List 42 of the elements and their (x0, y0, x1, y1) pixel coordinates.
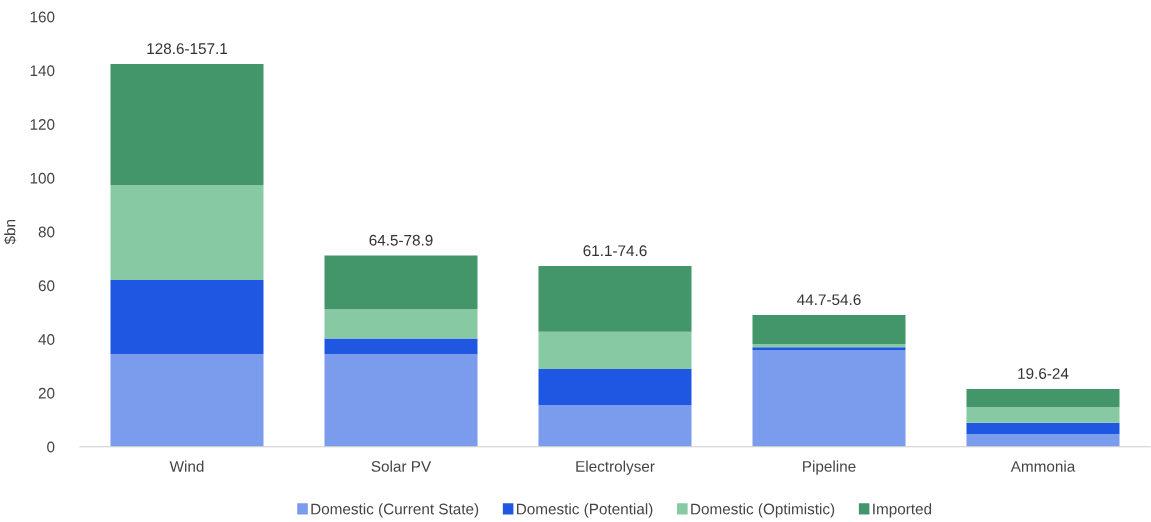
bar (752, 349, 906, 447)
total-label: 61.1-74.6 (583, 245, 647, 257)
x-tick-label: Pipeline (803, 460, 856, 475)
bar (966, 434, 1120, 447)
y-tick-label: 40 (38, 334, 55, 345)
x-tick-label: Electrolyser (576, 460, 655, 475)
bar (752, 315, 906, 345)
bar (110, 353, 264, 447)
legend-label: Imported (873, 503, 932, 518)
y-tick-label: 160 (30, 11, 55, 23)
total-label: 19.6-24 (1018, 368, 1069, 379)
bar (966, 422, 1120, 435)
y-tick-label: 0 (47, 441, 55, 453)
bar (966, 388, 1120, 408)
bar (538, 369, 692, 406)
bar (324, 255, 478, 310)
y-tick-label: 100 (30, 172, 55, 184)
bar (324, 338, 478, 354)
bar (538, 331, 692, 370)
x-tick-label: Wind (169, 460, 204, 472)
bar (110, 64, 264, 185)
y-tick-label: 140 (30, 65, 55, 77)
x-tick-label: Solar PV (371, 460, 432, 472)
bar (324, 353, 478, 447)
legend-label: Domestic (Potential) (517, 503, 653, 518)
y-tick-label: 60 (38, 280, 55, 292)
legend-label: Domestic (Current State) (311, 503, 479, 518)
total-label: 128.6-157.1 (147, 43, 228, 55)
bar (110, 184, 264, 281)
bar (538, 405, 692, 447)
y-tick-label: 120 (30, 119, 55, 130)
bar (110, 280, 264, 354)
x-tick-label: Ammonia (1010, 460, 1076, 472)
bar (324, 309, 478, 339)
bar (966, 407, 1120, 423)
bar (538, 266, 692, 332)
y-tick-label: 20 (38, 387, 55, 399)
legend-label: Domestic (Optimistic) (691, 503, 835, 518)
y-axis-title: $bn (3, 219, 17, 245)
total-label: 44.7-54.6 (797, 294, 861, 306)
total-label: 64.5-78.9 (369, 234, 433, 246)
y-tick-label: 80 (38, 226, 55, 238)
